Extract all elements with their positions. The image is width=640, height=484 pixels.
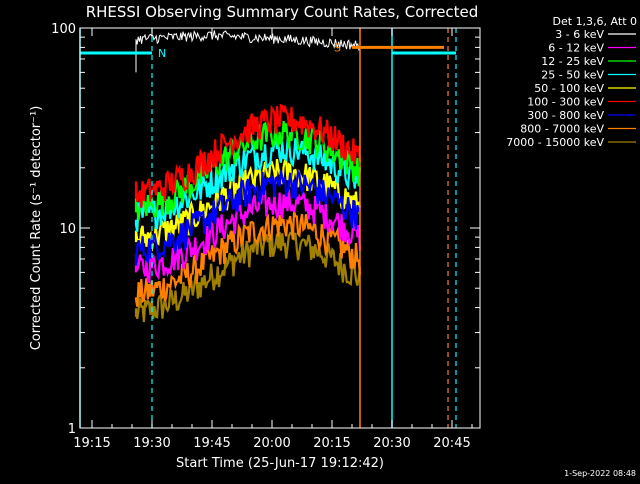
y-axis-label: Corrected Count Rate (s⁻¹ detector⁻¹) bbox=[29, 106, 44, 351]
series-7000-15000-kev-line bbox=[134, 228, 362, 323]
legend-label-0: 3 - 6 keV bbox=[555, 28, 604, 41]
series-300-800-kev-line bbox=[134, 168, 362, 266]
x-tick-label-1: 19:30 bbox=[133, 436, 170, 451]
series-6-12-kev-line bbox=[134, 189, 362, 284]
legend-label-4: 50 - 100 keV bbox=[534, 82, 604, 95]
legend-label-1: 6 - 12 keV bbox=[548, 42, 604, 55]
legend-label-5: 100 - 300 keV bbox=[527, 96, 604, 109]
x-tick-label-6: 20:45 bbox=[433, 436, 470, 451]
x-tick-label-0: 19:15 bbox=[73, 436, 110, 451]
y-tick-label-0: 1 bbox=[68, 422, 76, 437]
series-3-6-kev-line bbox=[135, 30, 361, 73]
chart-title: RHESSI Observing Summary Count Rates, Co… bbox=[86, 3, 479, 21]
annotation-label-s: S bbox=[334, 41, 341, 54]
x-axis-label: Start Time (25-Jun-17 19:12:42) bbox=[176, 456, 384, 471]
legend-label-7: 800 - 7000 keV bbox=[520, 123, 604, 136]
x-tick-label-4: 20:15 bbox=[313, 436, 350, 451]
legend-header: Det 1,3,6, Att 0 bbox=[553, 15, 637, 28]
y-tick-label-1: 10 bbox=[59, 222, 76, 237]
x-tick-label-5: 20:30 bbox=[373, 436, 410, 451]
legend-label-8: 7000 - 15000 keV bbox=[506, 136, 604, 149]
series-100-300-kev-line bbox=[134, 103, 362, 208]
y-axis-ticks: 1 10 100 bbox=[51, 22, 480, 437]
series-800-7000-kev-line bbox=[134, 210, 362, 307]
x-axis-ticks: 19:15 19:30 19:45 20:00 20:15 20:30 20:45 bbox=[73, 28, 473, 451]
legend-label-6: 300 - 800 keV bbox=[527, 109, 604, 122]
y-tick-label-2: 100 bbox=[51, 22, 76, 37]
legend-label-2: 12 - 25 keV bbox=[541, 55, 604, 68]
x-tick-label-2: 19:45 bbox=[193, 436, 230, 451]
data-traces bbox=[134, 30, 362, 323]
annotation-label-n: N bbox=[158, 47, 166, 60]
footer-timestamp: 1-Sep-2022 08:48 bbox=[564, 469, 636, 478]
plot-frame bbox=[79, 27, 481, 429]
legend-label-3: 25 - 50 keV bbox=[541, 69, 604, 82]
x-tick-label-3: 20:00 bbox=[253, 436, 290, 451]
